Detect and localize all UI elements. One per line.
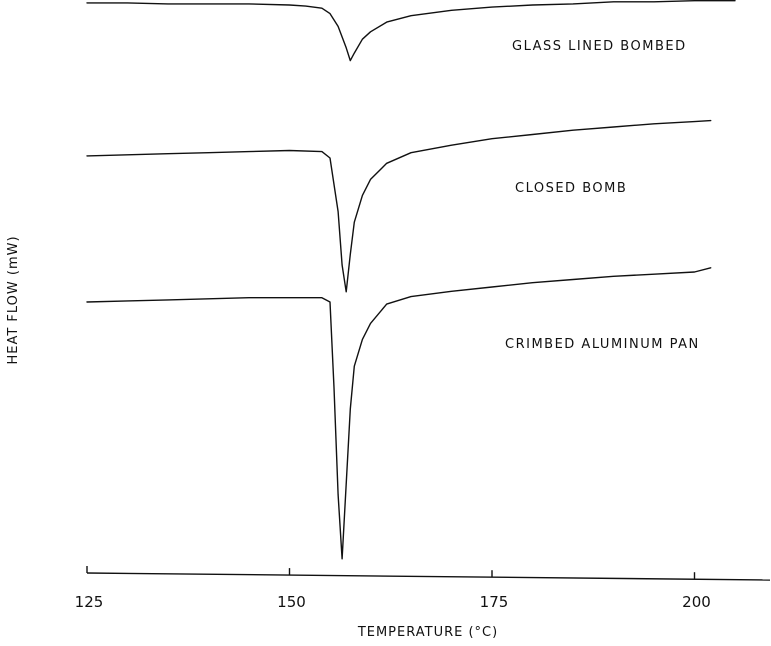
series-line-glass-lined-bombed: [86, 0, 736, 62]
series-line-crimbed-aluminum-pan: [86, 267, 712, 560]
x-tick-label-125: 125: [75, 593, 104, 611]
x-axis-ticks: 125 150 175 200: [75, 566, 711, 611]
x-tick-label-150: 150: [277, 593, 306, 611]
series-label-closed-bomb: CLOSED BOMB: [515, 181, 627, 196]
x-tick-label-200: 200: [682, 593, 711, 611]
x-axis: 125 150 175 200: [75, 566, 771, 611]
series-line-closed-bomb: [86, 119, 712, 293]
x-axis-line: [86, 572, 771, 581]
x-tick-label-175: 175: [480, 593, 509, 611]
series-labels: GLASS LINED BOMBED CLOSED BOMB CRIMBED ALU…: [505, 39, 700, 352]
x-axis-label: TEMPERATURE (°C): [357, 625, 498, 640]
series-label-glass-lined-bombed: GLASS LINED BOMBED: [512, 39, 687, 54]
series-traces: [86, 0, 736, 560]
y-axis-label: HEAT FLOW (mW): [6, 235, 21, 364]
series-label-crimbed-aluminum-pan: CRIMBED ALUMINUM PAN: [505, 337, 700, 352]
